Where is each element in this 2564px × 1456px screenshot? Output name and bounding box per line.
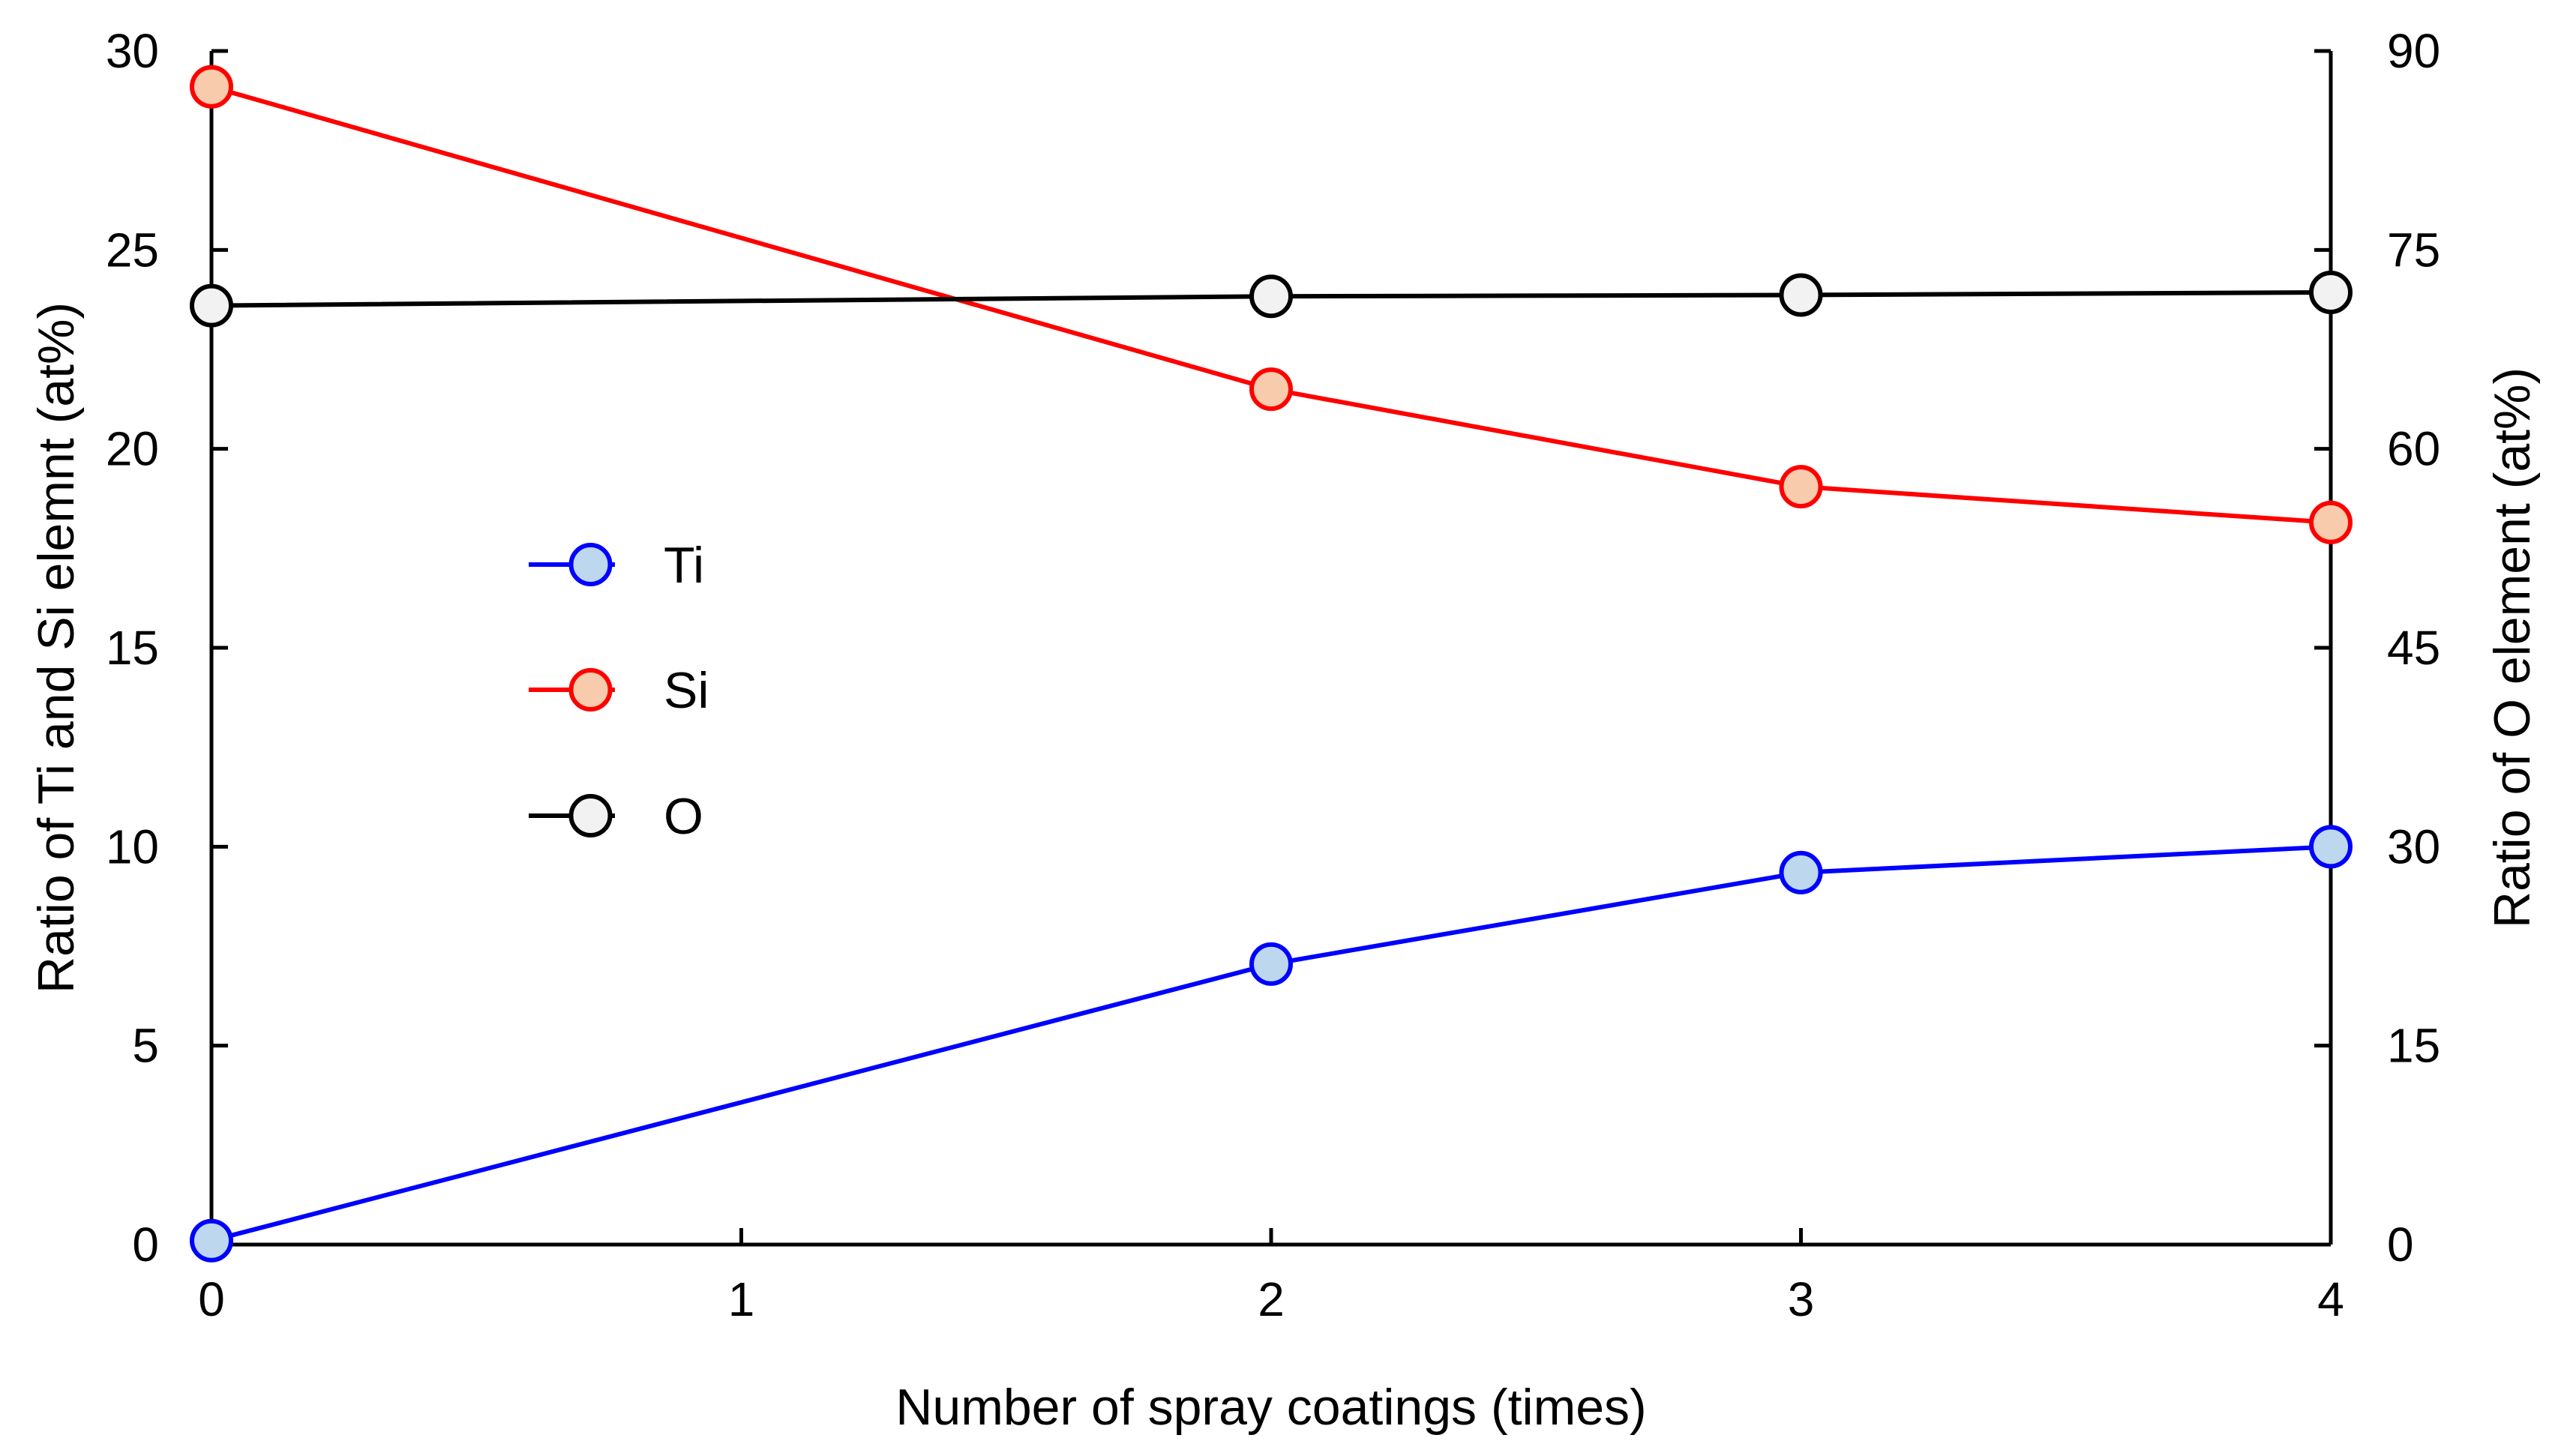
y2-tick-label: 75 [2387,223,2440,277]
legend-label-si: Si [664,662,709,719]
series-line-o [211,289,2332,308]
x-tick-label: 1 [728,1272,755,1326]
y-tick-label: 30 [106,24,159,78]
y-tick-label: 20 [106,422,159,476]
x-tick-label: 2 [1258,1272,1285,1326]
data-point-ti [1249,942,1293,986]
y2-tick-label: 15 [2387,1019,2440,1073]
data-point-o [1249,274,1293,319]
data-point-si [190,64,233,109]
y-tick-label: 0 [132,1218,159,1272]
y2-tick-label: 0 [2387,1218,2414,1272]
legend-marker-o [568,794,613,837]
data-point-o [2309,270,2353,314]
y-tick-label: 25 [106,223,159,277]
x-tick-label: 4 [2317,1272,2344,1326]
data-point-si [1249,367,1293,412]
data-point-si [1779,465,1823,509]
y2-tick-label: 45 [2387,621,2440,675]
data-point-si [2309,500,2353,544]
series-line-si [211,84,2332,525]
y2-tick-label: 60 [2387,422,2440,476]
y-tick-label: 5 [132,1019,159,1073]
data-point-ti [1779,850,1823,894]
y2-tick-label: 90 [2387,24,2440,78]
data-point-o [1779,273,1823,317]
legend-label-o: O [664,788,703,845]
y-axis-title: Ratio of Ti and Si elemnt (at%) [28,302,85,993]
y-tick-label: 15 [106,621,159,675]
y-tick-label: 10 [106,819,159,873]
x-tick-label: 0 [198,1272,225,1326]
x-axis-title: Number of spray coatings (times) [895,1379,1646,1436]
y2-axis-title: Ratio of O element (at%) [2484,367,2541,928]
legend-marker-ti [568,543,613,586]
data-point-o [190,283,233,328]
legend-marker-si [568,668,613,712]
x-tick-label: 3 [1788,1272,1815,1326]
data-point-ti [190,1218,233,1263]
y2-tick-label: 30 [2387,819,2440,873]
series-line-ti [211,844,2332,1243]
data-point-ti [2309,825,2353,869]
legend-label-ti: Ti [664,537,704,594]
